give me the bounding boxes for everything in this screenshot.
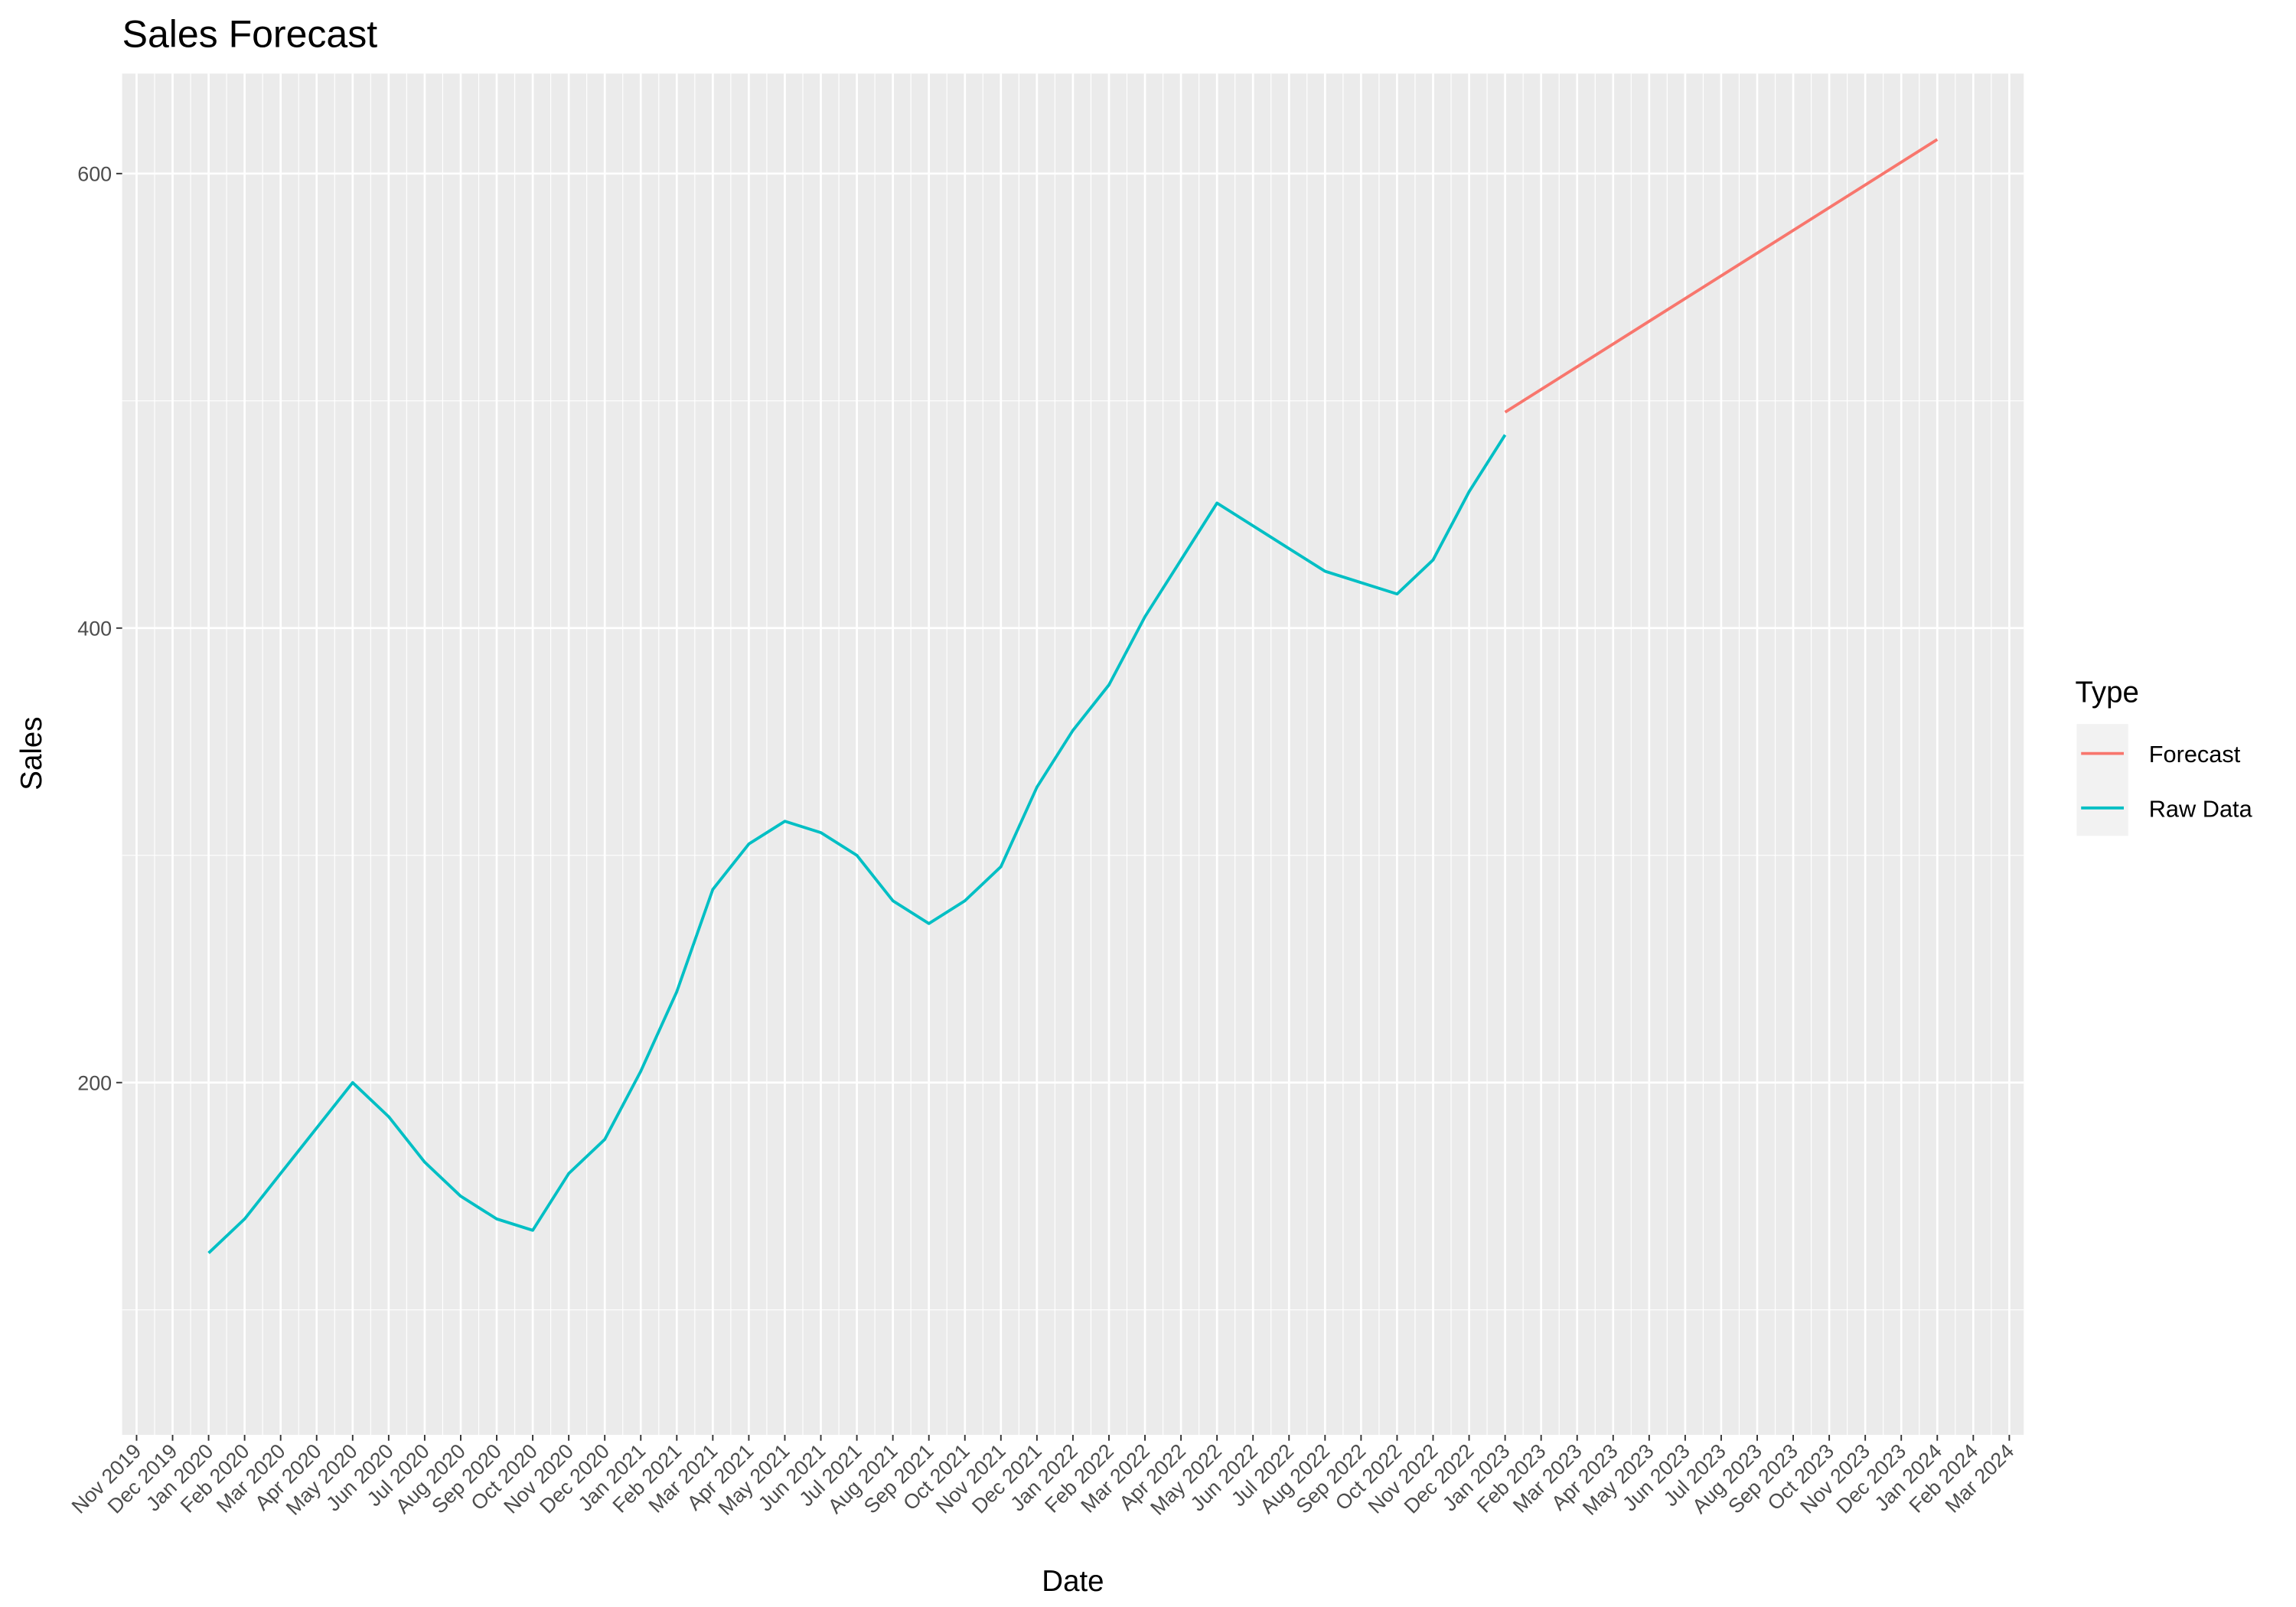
series-line	[1504, 138, 1939, 414]
y-tick-label: 400	[77, 617, 112, 640]
legend-label: Raw Data	[2149, 795, 2253, 822]
y-axis-title: Sales	[15, 717, 48, 790]
legend-key-background	[2076, 724, 2128, 836]
legend-title: Type	[2076, 676, 2139, 709]
chart-title: Sales Forecast	[122, 13, 378, 56]
y-tick-label: 600	[77, 162, 112, 185]
grid	[122, 73, 2024, 1435]
series-line	[207, 434, 1507, 1254]
x-axis-title: Date	[1042, 1565, 1104, 1598]
y-tick-label: 200	[77, 1071, 112, 1094]
legend: Type Forecast Raw Data	[2076, 676, 2253, 836]
legend-label: Forecast	[2149, 741, 2241, 768]
lines	[207, 138, 1939, 1254]
